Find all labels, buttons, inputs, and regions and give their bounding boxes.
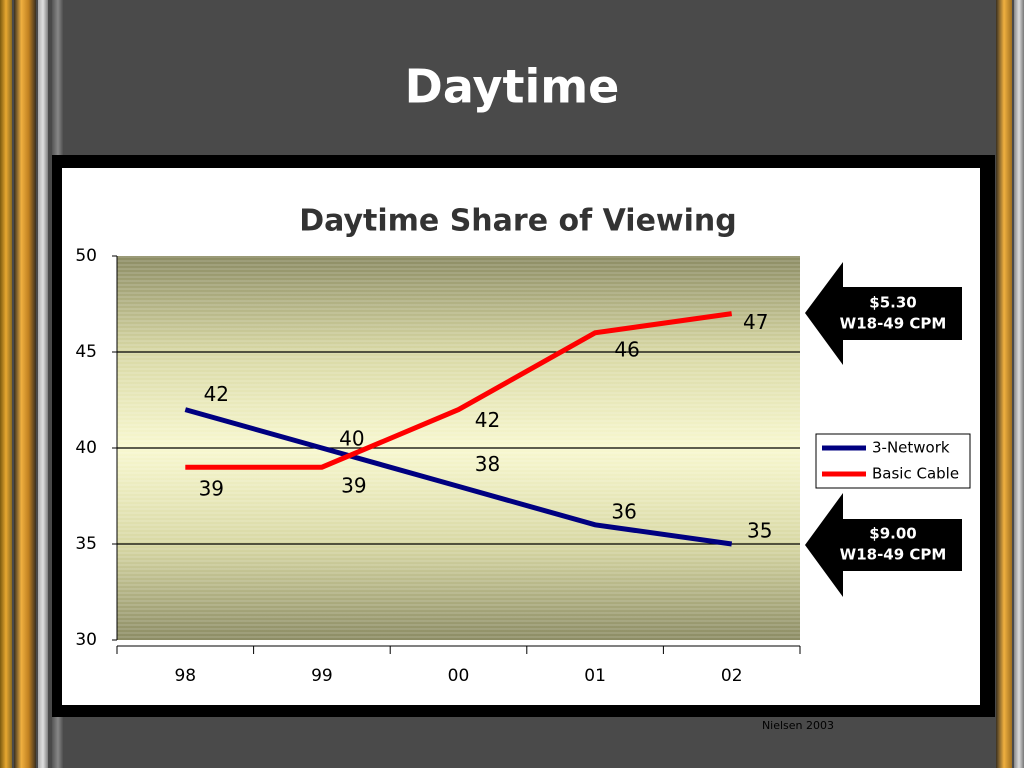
series-line [184, 407, 733, 547]
callout-text: $5.30 [869, 294, 916, 312]
data-label: 42 [475, 408, 500, 432]
decor-stripe [14, 0, 36, 768]
series-line [185, 311, 733, 470]
y-tick-label: 45 [75, 342, 97, 362]
slide-title: Daytime [405, 60, 620, 114]
data-label: 35 [747, 519, 772, 543]
y-tick-label: 35 [75, 534, 97, 554]
x-tick-label: 98 [174, 666, 196, 686]
legend-label: 3-Network [872, 439, 950, 457]
data-label: 38 [475, 452, 500, 476]
decor-stripe [0, 0, 12, 768]
callout-arrow [805, 493, 962, 597]
y-tick-label: 50 [75, 246, 97, 266]
data-label: 40 [339, 427, 364, 451]
y-tick-label: 40 [75, 438, 97, 458]
x-tick-label: 99 [311, 666, 333, 686]
callout-text: W18-49 CPM [840, 315, 947, 333]
x-tick-label: 02 [721, 666, 743, 686]
decor-stripe [38, 0, 48, 768]
chart-title: Daytime Share of Viewing [299, 204, 737, 239]
data-label: 36 [611, 499, 636, 523]
y-tick-label: 30 [75, 630, 97, 650]
data-label: 47 [743, 310, 768, 334]
legend [815, 433, 971, 489]
source-note: Nielsen 2003 [762, 719, 834, 732]
callout-text: W18-49 CPM [840, 546, 947, 564]
data-label: 46 [614, 337, 639, 361]
data-label: 39 [341, 474, 366, 498]
decor-stripe [996, 0, 1012, 768]
data-label: 42 [204, 382, 229, 406]
data-label: 39 [199, 477, 224, 501]
callout-text: $9.00 [869, 525, 916, 543]
x-tick-label: 01 [584, 666, 606, 686]
x-tick-label: 00 [448, 666, 470, 686]
decor-stripe [1014, 0, 1024, 768]
legend-label: Basic Cable [872, 465, 959, 483]
callout-arrow [805, 262, 962, 365]
